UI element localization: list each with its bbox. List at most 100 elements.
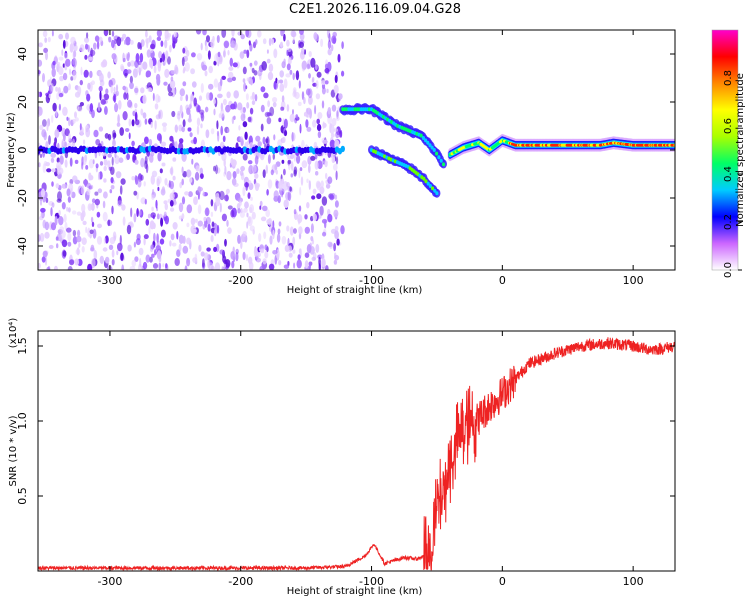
noise-blob [130,60,135,67]
noise-blob [329,123,333,128]
noise-blob [253,60,258,66]
noise-blob [38,59,43,67]
noise-blob [313,141,318,150]
noise-blob [150,121,153,128]
y-tick-label: -20 [16,189,29,207]
noise-blob [150,59,154,70]
noise-blob [221,265,224,270]
noise-blob [311,78,314,83]
noise-blob [290,173,294,178]
noise-blob [254,155,259,165]
noise-blob [179,88,185,97]
noise-blob [117,114,120,124]
noise-blob [298,41,304,49]
y-tick-label: 0 [16,147,29,154]
noise-blob [333,242,336,252]
noise-blob [171,110,176,118]
noise-blob [102,247,108,252]
noise-blob [59,226,64,232]
noise-blob [92,228,97,239]
noise-blob [48,244,54,249]
noise-blob [54,215,58,226]
noise-blob [224,238,227,247]
noise-blob [94,35,100,42]
noise-blob [184,62,190,72]
noise-blob [77,86,82,96]
noise-blob [301,60,307,70]
noise-blob [182,81,187,87]
noise-blob [151,206,154,212]
noise-blob [245,93,249,101]
noise-blob [121,204,126,211]
branch-core [433,188,437,193]
noise-blob [284,130,288,137]
noise-blob [139,258,142,268]
noise-blob [223,50,226,58]
noise-blob [312,252,317,261]
noise-blob [231,178,237,186]
noise-blob [186,204,193,214]
noise-blob [292,87,297,95]
noise-blob [314,160,319,170]
noise-blob [301,160,308,169]
plot-area [38,331,675,571]
noise-blob [316,181,322,191]
noise-blob [38,234,41,242]
noise-blob [327,48,332,56]
noise-blob [107,160,111,169]
noise-blob [232,171,237,179]
noise-blob [168,91,174,97]
noise-blob [306,202,310,209]
noise-blob [246,221,249,229]
noise-blob [221,213,227,222]
noise-blob [242,107,246,113]
noise-blob [90,244,95,251]
noise-blob [246,102,250,109]
noise-blob [247,216,251,224]
noise-blob [322,160,328,165]
noise-blob [298,205,302,212]
noise-blob [322,231,327,237]
noise-blob [152,222,156,230]
noise-blob [310,223,314,234]
colorbar-tick-label: 0.0 [723,262,734,278]
noise-blob [66,206,69,212]
noise-blob [148,138,153,146]
noise-blob [174,124,178,133]
noise-blob [267,100,270,108]
noise-blob [254,94,258,102]
noise-blob [239,51,245,59]
noise-blob [268,63,274,72]
noise-blob [140,174,144,181]
noise-blob [160,217,164,227]
noise-blob [91,80,95,85]
noise-blob [316,118,321,125]
noise-blob [253,178,257,185]
noise-blob [181,166,184,174]
noise-blob [156,30,162,38]
noise-blob [294,91,300,100]
noise-blob [246,49,250,59]
noise-blob [205,92,211,101]
noise-blob [224,165,227,175]
noise-blob [38,106,43,116]
noise-blob [259,200,263,207]
noise-blob [126,69,132,74]
noise-blob [332,31,338,38]
noise-blob [70,76,74,81]
noise-blob [87,263,93,270]
noise-blob [191,228,197,233]
noise-blob [154,120,157,130]
branch-core [426,181,430,186]
noise-blob [290,161,294,171]
noise-blob [265,164,268,174]
noise-blob [88,158,94,169]
noise-blob [307,88,313,99]
snr-series-line [38,337,675,571]
noise-blob [308,164,311,174]
noise-blob [178,234,184,244]
noise-blob [191,52,196,58]
noise-blob [181,196,186,205]
noise-blob [230,103,236,110]
